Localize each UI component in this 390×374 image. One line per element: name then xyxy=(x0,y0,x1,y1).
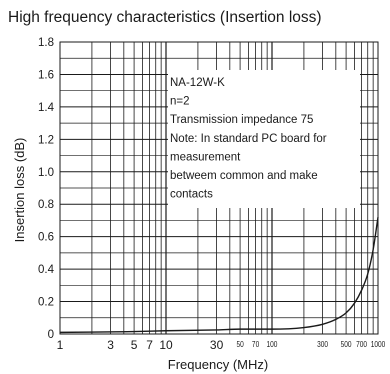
annotation-line: Transmission impedance 75 xyxy=(170,114,313,126)
annotation-line: betweem common and make xyxy=(170,170,318,182)
annotation-background xyxy=(168,70,360,208)
annotation-box: NA-12W-K n=2 Transmission impedance 75 Note… xyxy=(168,70,360,208)
x-tick-label: 100 xyxy=(267,339,278,349)
y-tick-label: 0.4 xyxy=(38,264,55,276)
x-tick-label: 5 xyxy=(131,338,138,352)
y-tick-label: 1.4 xyxy=(38,102,55,114)
x-tick-label: 7 xyxy=(146,338,153,352)
x-tick-label: 1 xyxy=(57,338,64,352)
y-tick-label: 1.6 xyxy=(38,69,54,81)
y-axis-label: Insertion loss (dB) xyxy=(12,138,27,243)
plot-area xyxy=(59,41,379,335)
annotation-line: contacts xyxy=(170,189,213,201)
y-tick-label: 1.2 xyxy=(38,134,54,146)
x-tick-label: 700 xyxy=(356,339,367,349)
x-tick-label: 10 xyxy=(159,338,173,352)
x-tick-label: 3 xyxy=(107,338,114,352)
series-group xyxy=(59,217,379,334)
x-tick-label: 300 xyxy=(317,339,328,349)
annotation-line: measurement xyxy=(170,151,241,163)
y-tick-label: 0 xyxy=(48,329,54,341)
y-tick-label: 0.8 xyxy=(38,199,54,211)
chart-title: High frequency characteristics (Insertio… xyxy=(8,9,322,26)
x-tick-label: 500 xyxy=(341,339,352,349)
insertion-loss-series-line xyxy=(59,217,379,334)
x-tick-label: 30 xyxy=(210,338,224,352)
y-tick-label: 1.8 xyxy=(38,37,54,49)
x-tick-label: 70 xyxy=(252,339,259,349)
y-tick-label: 0.6 xyxy=(38,232,54,244)
x-tick-label: 1000 xyxy=(371,339,386,349)
y-tick-label: 1.0 xyxy=(38,167,54,179)
annotation-line: n=2 xyxy=(170,96,190,108)
x-axis-label: Frequency (MHz) xyxy=(168,357,268,372)
y-axis-ticks: 0 0.2 0.4 0.6 0.8 1.0 1.2 1.4 1.6 1.8 xyxy=(38,37,55,341)
annotation-line: Note: In standard PC board for xyxy=(170,133,327,145)
x-axis-ticks: 1 3 5 7 10 30 50 70 100 300 500 700 1000 xyxy=(57,338,386,352)
x-tick-label: 50 xyxy=(236,339,243,349)
y-tick-label: 0.2 xyxy=(38,297,54,309)
annotation-line: NA-12W-K xyxy=(170,77,225,89)
